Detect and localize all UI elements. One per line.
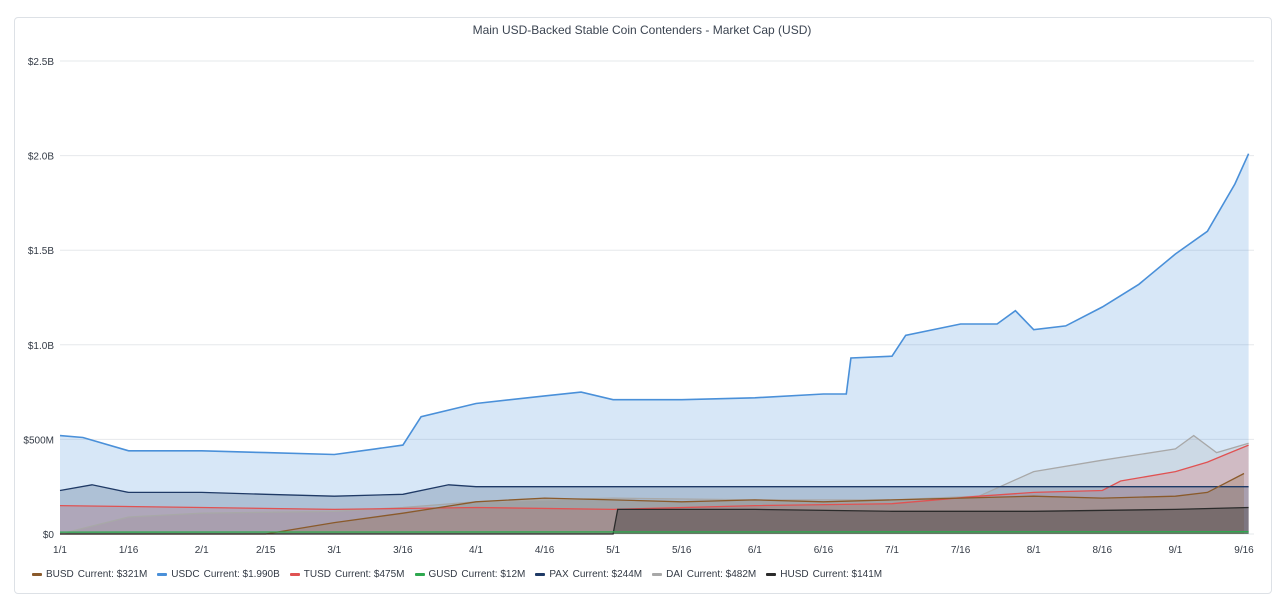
legend-item-busd[interactable]: BUSD Current: $321M <box>32 569 147 580</box>
x-tick-label: 9/16 <box>1234 545 1254 556</box>
x-tick-label: 1/16 <box>119 545 139 556</box>
dai-area <box>60 435 1249 534</box>
legend-current-value: Current: $12M <box>461 569 526 580</box>
x-axis: 1/1 1/16 2/1 2/15 3/1 3/16 4/1 4/16 5/1 5/16 6/1 6/… <box>53 545 1254 556</box>
x-tick-label: 6/1 <box>748 545 762 556</box>
legend-item-tusd[interactable]: TUSD Current: $475M <box>289 569 405 580</box>
legend-swatch <box>32 573 42 576</box>
x-tick-label: 5/1 <box>606 545 620 556</box>
series-lines <box>59 153 1250 535</box>
legend-item-usdc[interactable]: USDC Current: $1.990B <box>157 569 280 580</box>
legend-current-value: Current: $482M <box>686 569 757 580</box>
legend: BUSD Current: $321M USDC Current: $1.990B TU… <box>32 569 892 580</box>
legend-item-husd[interactable]: HUSD Current: $141M <box>766 569 882 580</box>
x-tick-label: 7/16 <box>951 545 971 556</box>
legend-swatch <box>157 573 168 576</box>
x-tick-label: 2/1 <box>195 545 209 556</box>
busd-area <box>60 473 1244 534</box>
usdc-series-line <box>59 153 1250 456</box>
legend-series-name: TUSD <box>303 569 332 580</box>
x-tick-label: 4/16 <box>535 545 555 556</box>
legend-current-value: Current: $141M <box>812 569 883 580</box>
legend-swatch <box>414 573 425 576</box>
y-tick-label: $2.5B <box>28 57 54 68</box>
chart-svg: Main USD-Backed Stable Coin Contenders -… <box>23 23 1254 556</box>
series-areas <box>60 153 1249 534</box>
tusd-series-line <box>59 444 1249 511</box>
legend-series-name: GUSD <box>428 569 458 580</box>
husd-area <box>60 507 1249 534</box>
legend-swatch <box>652 573 663 576</box>
x-tick-label: 5/16 <box>672 545 692 556</box>
x-tick-label: 3/16 <box>393 545 413 556</box>
legend-current-value: Current: $244M <box>572 569 643 580</box>
legend-series-name: USDC <box>171 569 200 580</box>
x-tick-label: 1/1 <box>53 545 67 556</box>
legend-current-value: Current: $1.990B <box>203 569 280 580</box>
legend-item-dai[interactable]: DAI Current: $482M <box>652 569 756 580</box>
usdc-area <box>60 153 1249 534</box>
x-tick-label: 6/16 <box>814 545 834 556</box>
legend-item-gusd[interactable]: GUSD Current: $12M <box>414 569 526 580</box>
legend-series-name: DAI <box>666 569 683 580</box>
legend-series-name: PAX <box>549 569 569 580</box>
legend-swatch <box>535 573 546 576</box>
y-tick-label: $1.5B <box>28 246 54 257</box>
legend-swatch <box>766 573 777 576</box>
dai-series-line <box>59 434 1249 535</box>
y-tick-label: $500M <box>23 435 54 446</box>
x-tick-label: 8/16 <box>1093 545 1113 556</box>
husd-series-line <box>60 506 1249 535</box>
legend-item-pax[interactable]: PAX Current: $244M <box>535 569 642 580</box>
y-tick-label: $1.0B <box>28 341 54 352</box>
legend-series-name: HUSD <box>780 569 809 580</box>
pax-series-line <box>59 484 1249 497</box>
legend-current-value: Current: $321M <box>77 569 148 580</box>
x-tick-label: 2/15 <box>256 545 276 556</box>
x-tick-label: 9/1 <box>1168 545 1182 556</box>
x-tick-label: 3/1 <box>327 545 341 556</box>
x-tick-label: 8/1 <box>1027 545 1041 556</box>
legend-swatch <box>289 573 300 576</box>
legend-series-name: BUSD <box>46 569 74 580</box>
x-tick-label: 4/1 <box>469 545 483 556</box>
y-tick-label: $0 <box>43 530 55 541</box>
y-axis: $0 $500M $1.0B $1.5B $2.0B $2.5B <box>23 57 54 541</box>
x-tick-label: 7/1 <box>885 545 899 556</box>
chart-title: Main USD-Backed Stable Coin Contenders -… <box>473 23 812 37</box>
busd-series-line <box>60 472 1245 535</box>
y-tick-label: $2.0B <box>28 152 54 163</box>
legend-current-value: Current: $475M <box>335 569 405 580</box>
